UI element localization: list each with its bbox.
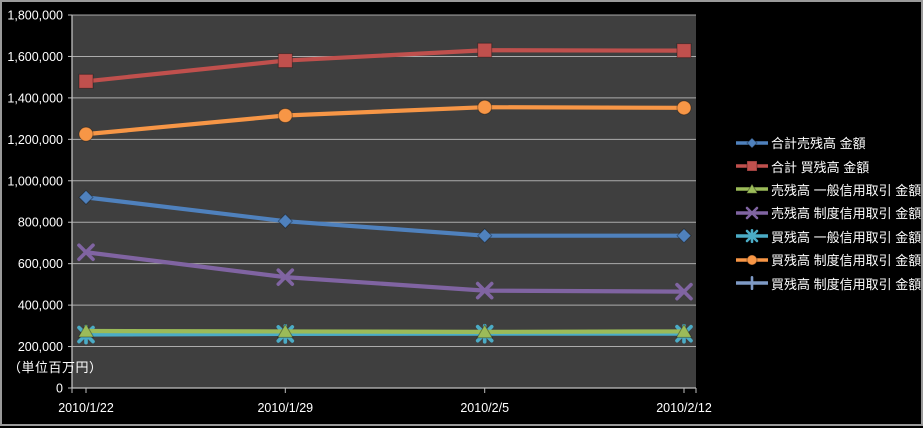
- legend-marker-icon: [736, 160, 768, 172]
- legend-item: 買残高 制度信用取引 金額: [735, 248, 921, 271]
- y-tick-label: 200,000: [18, 340, 63, 354]
- legend-marker-icon: [736, 254, 768, 266]
- chart-legend: 合計売残高 金額 合計 買残高 金額売残高 一般信用取引 金額 売残高 制度信用取引…: [735, 131, 921, 295]
- legend-item-label: 合計 買残高 金額: [771, 159, 870, 175]
- legend-item-label: 買残高 制度信用取引 金額: [771, 253, 922, 269]
- legend-marker-icon: [736, 229, 768, 244]
- legend-item-label: 売残高 制度信用取引 金額: [771, 206, 922, 222]
- legend-item: 売残高 一般信用取引 金額: [735, 178, 921, 201]
- legend-item-label: 合計売残高 金額: [771, 136, 866, 152]
- y-axis-unit-label: （単位百万円）: [8, 360, 103, 375]
- plot-area: [72, 15, 696, 388]
- legend-item: 買残高 制度信用取引 金額: [735, 271, 921, 294]
- legend-item-label: 買残高 制度信用取引 金額: [771, 276, 922, 292]
- series-2: [78, 42, 692, 89]
- x-tick-label: 2010/2/12: [656, 401, 712, 415]
- x-axis-labels: 2010/1/22 2010/1/29 2010/2/5 2010/2/12: [58, 401, 712, 415]
- y-tick-label: 1,400,000: [7, 91, 63, 105]
- legend-item: 合計売残高 金額: [735, 131, 921, 154]
- y-tick-label: 0: [56, 382, 63, 396]
- legend-item: 買残高 一般信用取引 金額: [735, 225, 921, 248]
- y-axis-labels: 0 200,000 400,000 600,000 800,000 1,000,000 1,…: [7, 9, 63, 396]
- x-tick-label: 2010/2/5: [460, 401, 509, 415]
- x-tick-label: 2010/1/29: [257, 401, 313, 415]
- y-tick-label: 600,000: [18, 257, 63, 271]
- series-1: [78, 189, 692, 244]
- series-4: [77, 243, 693, 301]
- y-tick-label: 1,200,000: [7, 133, 63, 147]
- legend-marker-icon: [736, 275, 768, 291]
- legend-item: 売残高 制度信用取引 金額: [735, 201, 921, 224]
- legend-marker-icon: [736, 136, 768, 149]
- series-6: [78, 99, 692, 142]
- legend-marker-icon: [736, 206, 768, 220]
- legend-item-label: 売残高 一般信用取引 金額: [771, 182, 922, 198]
- legend-item: 合計 買残高 金額: [735, 154, 921, 177]
- series-3: [77, 323, 693, 339]
- y-tick-label: 1,800,000: [7, 9, 63, 23]
- y-tick-label: 1,600,000: [7, 50, 63, 64]
- y-tick-label: 400,000: [18, 299, 63, 313]
- y-tick-label: 1,000,000: [7, 174, 63, 188]
- legend-marker-icon: [736, 183, 768, 195]
- legend-item-label: 買残高 一般信用取引 金額: [771, 229, 922, 245]
- y-tick-label: 800,000: [18, 216, 63, 230]
- axis-ticks: [68, 14, 697, 393]
- x-tick-label: 2010/1/22: [58, 401, 114, 415]
